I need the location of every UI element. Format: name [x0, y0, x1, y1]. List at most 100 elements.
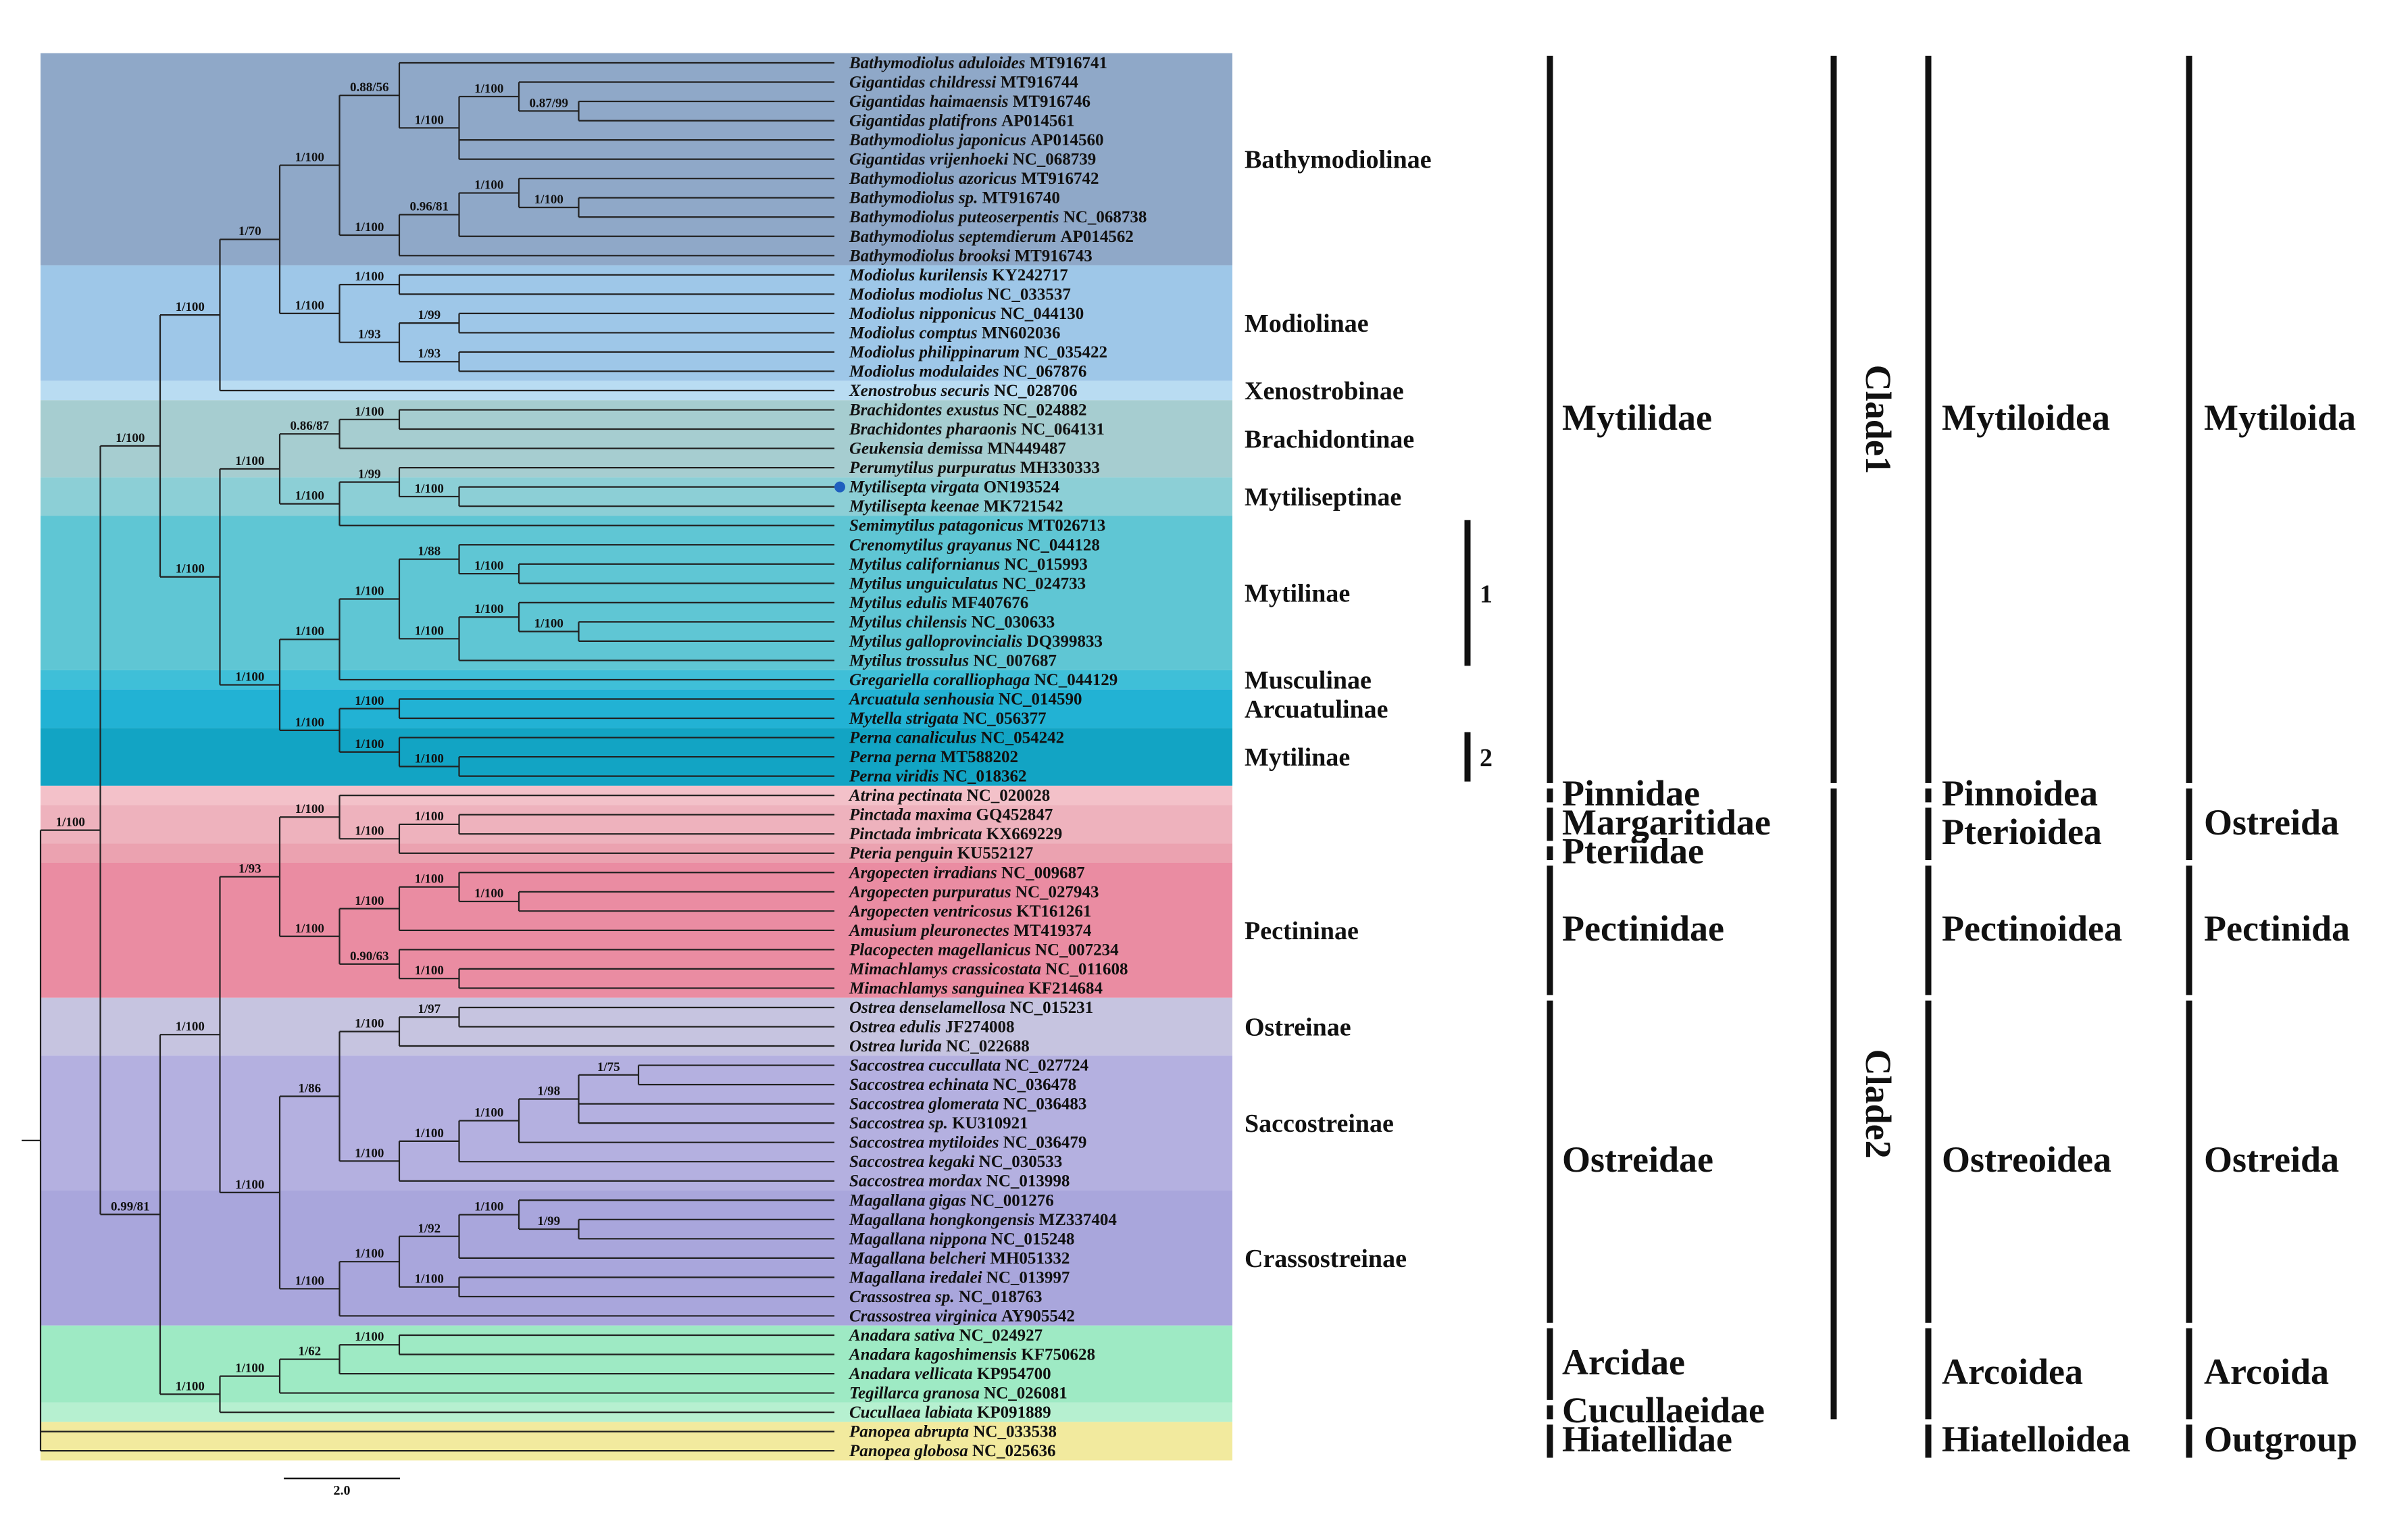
leaf-label: Anadara vellicata KP954700 — [848, 1365, 1051, 1383]
support-value: 1/100 — [355, 737, 384, 751]
species-name: Gigantidas platifrons — [849, 112, 1001, 130]
leaf-label: Bathymodiolus aduloides MT916741 — [849, 54, 1107, 72]
subfamily-label: Xenostrobinae — [1245, 377, 1404, 405]
accession: NC_015231 — [1010, 999, 1094, 1017]
accession: KY242717 — [992, 266, 1068, 284]
leaf-label: Ostrea edulis JF274008 — [849, 1018, 1014, 1037]
support-value: 1/100 — [295, 489, 324, 503]
support-value: 1/100 — [355, 894, 384, 908]
accession: NC_001276 — [970, 1191, 1054, 1210]
family-label: Pinnidae — [1562, 773, 1700, 814]
accession: MT916744 — [1001, 74, 1079, 92]
subfamily-label: Bathymodiolinae — [1245, 146, 1432, 174]
species-name: Amusium pleuronectes — [848, 922, 1013, 940]
species-name: Xenostrobus securis — [849, 382, 994, 400]
species-name: Pteria penguin — [849, 845, 957, 863]
clade-label: Clade1 — [1858, 365, 1899, 474]
support-value: 0.99/81 — [111, 1199, 150, 1214]
species-name: Bathymodiolus brooksi — [849, 247, 1015, 265]
accession: MZ337404 — [1039, 1211, 1118, 1229]
leaf-label: Placopecten magellanicus NC_007234 — [849, 941, 1119, 959]
accession: NC_011608 — [1045, 960, 1128, 978]
accession: NC_015993 — [1004, 555, 1088, 574]
species-name: Bathymodiolus sp. — [849, 189, 982, 207]
accession: KP091889 — [977, 1403, 1051, 1422]
support-value: 1/100 — [355, 584, 384, 598]
species-name: Modiolus nipponicus — [849, 305, 1001, 323]
species-name: Ostrea denselamellosa — [849, 999, 1010, 1017]
leaf-label: Argopecten ventricosus KT161261 — [848, 902, 1091, 920]
leaf-label: Arcuatula senhousia NC_014590 — [848, 690, 1082, 708]
support-value: 1/100 — [56, 816, 85, 830]
species-name: Argopecten purpuratus — [848, 883, 1015, 901]
species-name: Gregariella coralliophaga — [849, 671, 1034, 689]
clade-band — [41, 805, 1232, 844]
species-name: Modiolus kurilensis — [849, 266, 992, 284]
order-label: Outgroup — [2204, 1419, 2357, 1460]
species-name: Argopecten irradians — [848, 864, 1001, 882]
support-value: 1/100 — [474, 602, 503, 616]
support-value: 1/100 — [355, 694, 384, 708]
leaf-label: Modiolus kurilensis KY242717 — [849, 266, 1068, 284]
support-value: 1/88 — [418, 545, 441, 559]
species-name: Magallana hongkongensis — [849, 1211, 1039, 1229]
subfamily-label: Mytilinae — [1245, 743, 1350, 772]
support-value: 1/75 — [597, 1060, 620, 1074]
accession: NC_033538 — [973, 1423, 1057, 1441]
family-label: Arcidae — [1562, 1342, 1685, 1382]
leaf-label: Crassostrea sp. NC_018763 — [849, 1288, 1042, 1306]
accession: NC_007687 — [973, 651, 1057, 670]
support-value: 1/100 — [295, 922, 324, 936]
species-name: Magallana nippona — [849, 1230, 991, 1248]
accession: KF214684 — [1028, 979, 1103, 997]
support-value: 1/100 — [176, 1020, 205, 1034]
accession: DQ399833 — [1027, 632, 1103, 651]
species-name: Pinctada imbricata — [849, 825, 986, 843]
species-name: Brachidontes pharaonis — [849, 420, 1021, 439]
species-name: Brachidontes exustus — [849, 401, 1003, 420]
subfamily-label: Mytiliseptinae — [1245, 483, 1401, 512]
leaf-label: Anadara kagoshimensis KF750628 — [848, 1346, 1095, 1364]
leaf-label: Geukensia demissa MN449487 — [849, 440, 1066, 458]
leaf-label: Perumytilus purpuratus MH330333 — [849, 459, 1100, 477]
leaf-label: Bathymodiolus brooksi MT916743 — [849, 247, 1093, 265]
leaf-label: Gregariella coralliophaga NC_044129 — [849, 671, 1118, 689]
order-label: Ostreida — [2204, 1139, 2339, 1180]
leaf-label: Magallana iredalei NC_013997 — [849, 1268, 1070, 1287]
species-name: Anadara sativa — [848, 1326, 959, 1345]
species-name: Mytilus californianus — [849, 555, 1004, 574]
leaf-label: Brachidontes exustus NC_024882 — [849, 401, 1086, 420]
support-value: 1/99 — [418, 308, 441, 322]
species-name: Perna canaliculus — [849, 729, 980, 747]
support-value: 1/100 — [116, 431, 145, 445]
leaf-label: Mimachlamys crassicostata NC_011608 — [849, 960, 1128, 978]
support-value: 1/100 — [235, 454, 264, 468]
leaf-label: Saccostrea cuccullata NC_027724 — [849, 1057, 1089, 1075]
support-value: 0.87/99 — [529, 96, 568, 110]
support-value: 1/100 — [355, 1330, 384, 1344]
tree-branches — [22, 61, 834, 1452]
species-name: Crassostrea virginica — [849, 1307, 1001, 1325]
support-value: 0.86/87 — [290, 419, 329, 433]
support-value: 1/100 — [474, 1106, 503, 1120]
accession: AY905542 — [1001, 1307, 1075, 1325]
accession: NC_024927 — [959, 1326, 1043, 1345]
leaf-label: Mytilisepta keenae MK721542 — [849, 497, 1063, 516]
leaf-label: Crenomytilus grayanus NC_044128 — [849, 536, 1100, 554]
support-value: 1/100 — [415, 624, 444, 638]
accession: MN449487 — [987, 440, 1066, 458]
accession: NC_013997 — [986, 1268, 1070, 1287]
species-name: Mytilus chilensis — [849, 613, 972, 631]
accession: MT916743 — [1015, 247, 1093, 265]
accession: NC_068738 — [1063, 208, 1147, 226]
clade-band — [41, 477, 1232, 516]
leaf-label: Gigantidas vrijenhoeki NC_068739 — [849, 151, 1096, 169]
accession: NC_013998 — [986, 1172, 1070, 1191]
accession: MT588202 — [940, 748, 1018, 766]
leaf-label: Saccostrea kegaki NC_030533 — [849, 1153, 1062, 1171]
leaf-label: Modiolus modulaides NC_067876 — [849, 362, 1086, 380]
accession: NC_024882 — [1003, 401, 1087, 420]
support-value: 1/70 — [239, 224, 261, 239]
superfamily-label: Arcoidea — [1942, 1351, 2083, 1392]
clade-band — [41, 1422, 1232, 1461]
